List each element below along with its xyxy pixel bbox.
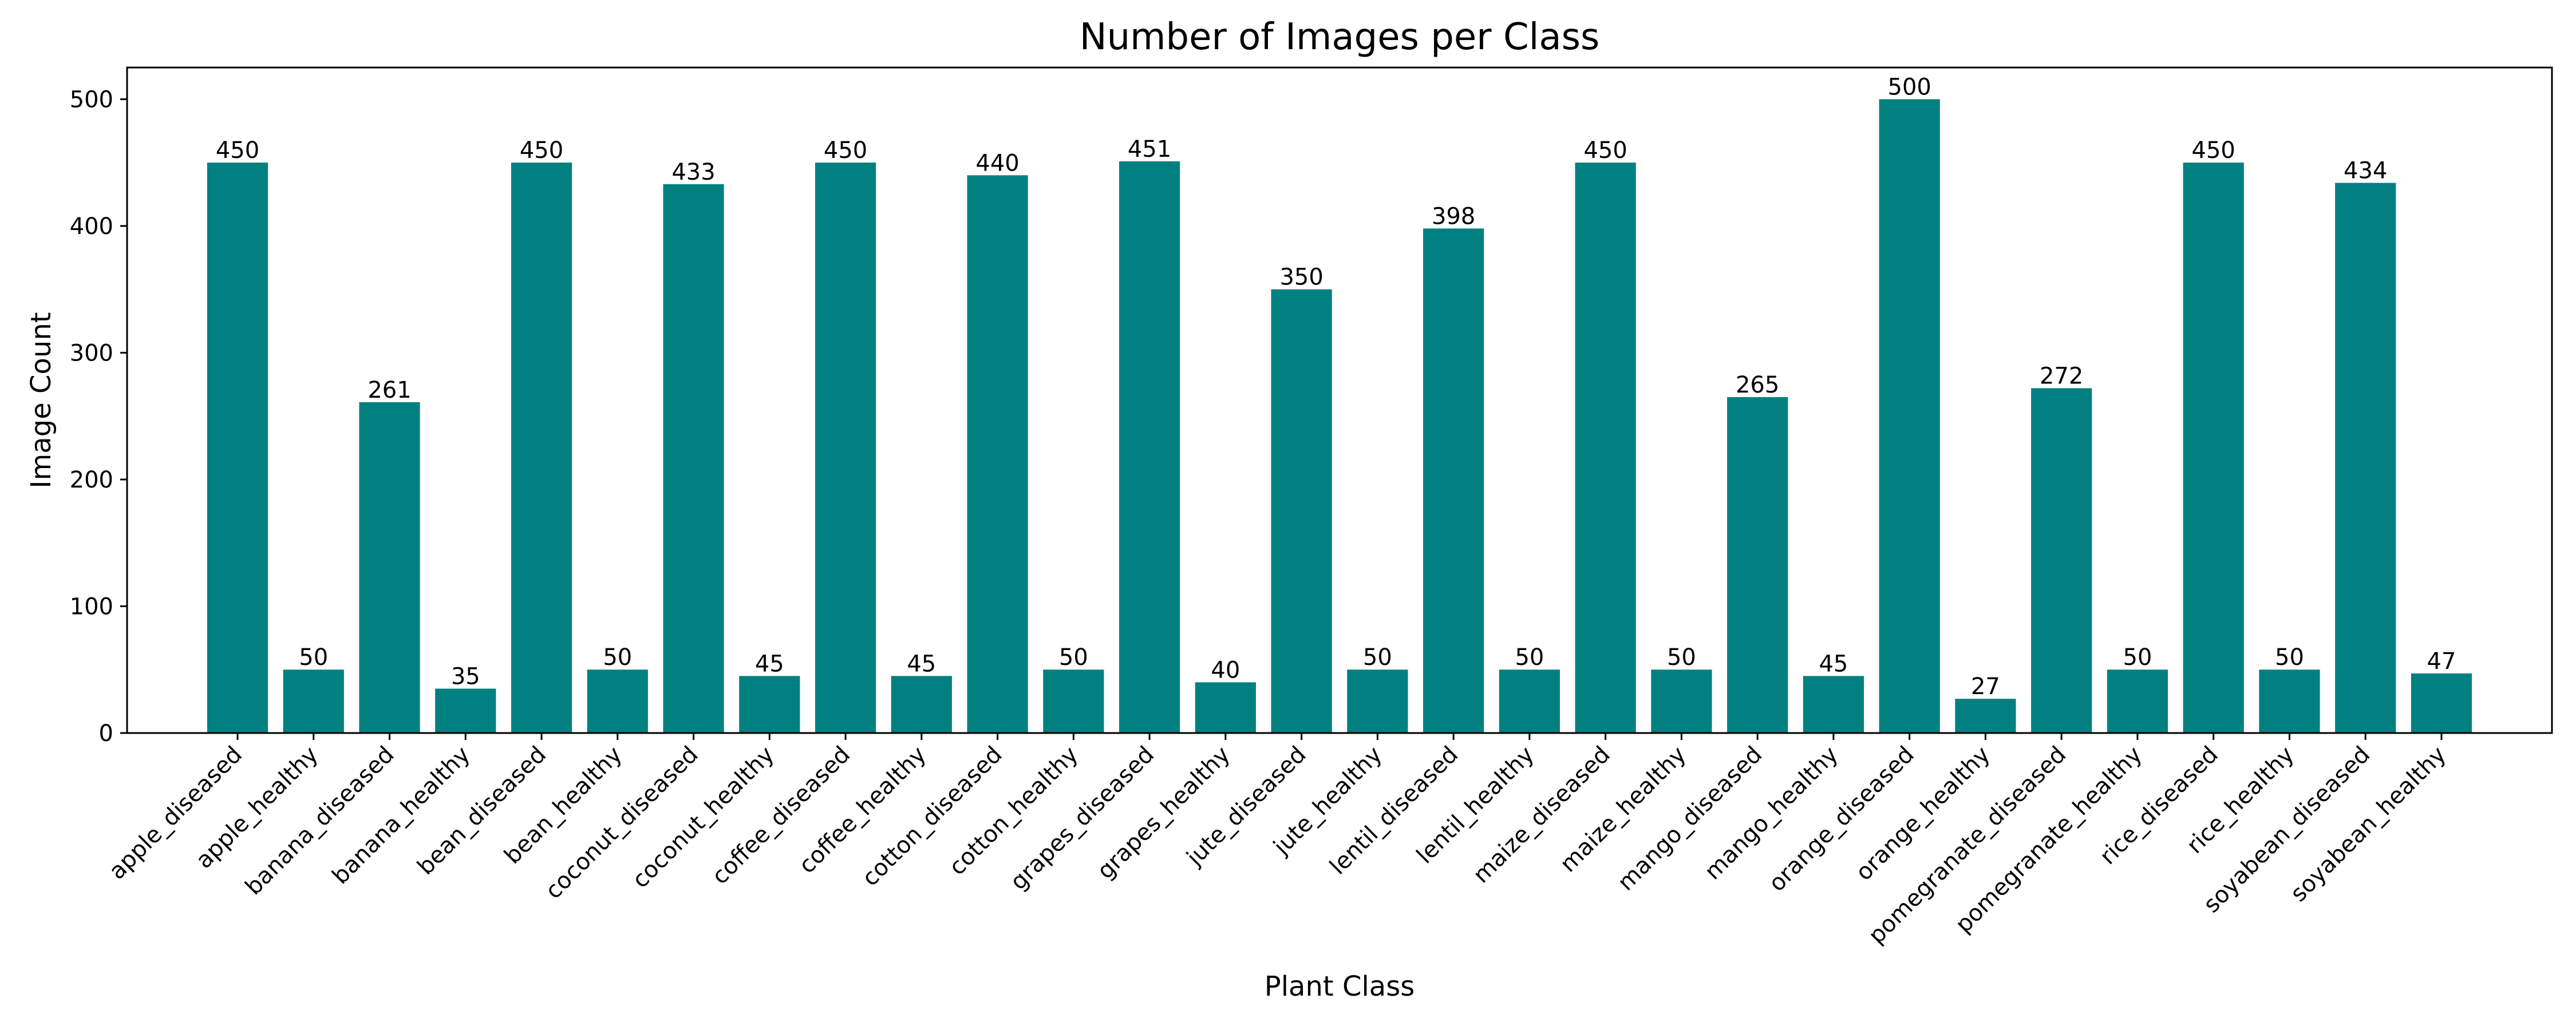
x-tick-label-apple_diseased: apple_diseased <box>104 742 248 885</box>
data-label-banana_diseased: 261 <box>368 377 411 403</box>
y-tick-label-200: 200 <box>70 467 113 493</box>
bar-mango_diseased <box>1727 397 1788 733</box>
x-tick-label-banana_diseased: banana_diseased <box>240 742 400 901</box>
x-tick-label-maize_diseased: maize_diseased <box>1468 742 1615 889</box>
data-label-rice_healthy: 50 <box>2275 644 2304 671</box>
bar-rice_healthy <box>2259 670 2320 733</box>
bar-apple_diseased <box>207 163 268 734</box>
data-label-coconut_diseased: 433 <box>671 159 715 185</box>
bar-lentil_diseased <box>1423 228 1484 734</box>
x-tick-label-grapes_diseased: grapes_diseased <box>1005 742 1159 896</box>
y-tick-label-300: 300 <box>70 340 113 366</box>
bar-banana_healthy <box>435 688 496 733</box>
y-tick-label-500: 500 <box>70 86 113 113</box>
x-tick-label-bean_diseased: bean_diseased <box>412 742 551 881</box>
bar-rice_diseased <box>2183 163 2244 734</box>
bar-grapes_diseased <box>1119 161 1180 733</box>
bar-banana_diseased <box>359 402 420 733</box>
chart-title: Number of Images per Class <box>1080 16 1600 58</box>
x-tick-label-grapes_healthy: grapes_healthy <box>1092 742 1235 885</box>
data-label-soyabean_healthy: 47 <box>2427 648 2456 675</box>
x-tick-label-coffee_diseased: coffee_diseased <box>707 742 855 890</box>
bar-maize_diseased <box>1575 163 1636 734</box>
data-label-mango_diseased: 265 <box>1736 372 1779 398</box>
bars-group <box>207 99 2472 734</box>
bar-coffee_healthy <box>891 676 952 733</box>
data-label-bean_diseased: 450 <box>520 137 563 164</box>
bar-cotton_healthy <box>1043 670 1104 733</box>
data-label-orange_diseased: 500 <box>1888 74 1931 100</box>
data-label-pomegranate_diseased: 272 <box>2040 363 2083 389</box>
y-tick-label-400: 400 <box>70 213 113 240</box>
x-tick-label-mango_diseased: mango_diseased <box>1613 742 1767 896</box>
x-tick-label-cotton_diseased: cotton_diseased <box>857 742 1007 892</box>
y-tick-label-100: 100 <box>70 593 113 620</box>
data-label-grapes_healthy: 40 <box>1211 657 1240 683</box>
data-label-pomegranate_healthy: 50 <box>2123 644 2152 671</box>
bar-pomegranate_diseased <box>2031 388 2092 733</box>
bar-soyabean_healthy <box>2411 673 2472 733</box>
data-label-coffee_healthy: 45 <box>907 651 936 677</box>
plot-area-frame <box>126 66 2553 734</box>
data-label-bean_healthy: 50 <box>603 644 632 671</box>
x-axis-label: Plant Class <box>1265 970 1415 1003</box>
bar-orange_diseased <box>1879 99 1940 733</box>
data-label-apple_diseased: 450 <box>216 137 259 164</box>
bar-maize_healthy <box>1651 670 1712 733</box>
bar-bean_healthy <box>587 670 648 733</box>
data-label-cotton_diseased: 440 <box>975 150 1019 176</box>
data-label-lentil_diseased: 398 <box>1432 203 1475 229</box>
x-tick-label-coconut_healthy: coconut_healthy <box>627 742 780 894</box>
bar-lentil_healthy <box>1499 670 1560 733</box>
x-tick-label-lentil_diseased: lentil_diseased <box>1325 742 1463 880</box>
x-tick-label-mango_healthy: mango_healthy <box>1700 742 1843 885</box>
bar-bean_diseased <box>511 163 572 734</box>
data-label-maize_healthy: 50 <box>1667 644 1696 671</box>
data-label-orange_healthy: 27 <box>1971 674 2000 700</box>
bar-grapes_healthy <box>1195 682 1256 733</box>
data-label-banana_healthy: 35 <box>451 663 480 690</box>
bar-pomegranate_healthy <box>2107 670 2168 733</box>
bar-orange_healthy <box>1955 699 2016 733</box>
bar-mango_healthy <box>1803 676 1864 733</box>
data-label-jute_diseased: 350 <box>1279 264 1323 291</box>
data-label-rice_diseased: 450 <box>2192 137 2235 164</box>
data-label-cotton_healthy: 50 <box>1059 644 1088 671</box>
y-ticks-group: 0 100 200 300 400 500 <box>70 86 127 747</box>
x-tick-label-orange_diseased: orange_diseased <box>1764 742 1919 897</box>
bar-coconut_diseased <box>663 184 724 734</box>
data-label-soyabean_diseased: 434 <box>2344 158 2387 184</box>
data-labels-group: 450 50 261 35 450 50 433 45 450 45 440 50 451 40 350 50… <box>216 74 2456 700</box>
data-label-maize_diseased: 450 <box>1583 137 1627 164</box>
x-tick-label-coffee_healthy: coffee_healthy <box>794 742 931 879</box>
bar-coconut_healthy <box>739 676 800 733</box>
data-label-lentil_healthy: 50 <box>1515 644 1544 671</box>
data-label-grapes_diseased: 451 <box>1128 136 1171 163</box>
x-ticks-group: apple_diseasedapple_healthybanana_diseas… <box>104 733 2451 949</box>
data-label-mango_healthy: 45 <box>1819 651 1848 677</box>
bar-apple_healthy <box>283 670 344 733</box>
bar-soyabean_diseased <box>2335 183 2396 733</box>
data-label-jute_healthy: 50 <box>1363 644 1392 671</box>
y-axis-label: Image Count <box>25 312 57 488</box>
x-tick-label-cotton_healthy: cotton_healthy <box>944 742 1083 881</box>
bar-cotton_diseased <box>967 175 1028 733</box>
y-tick-label-0: 0 <box>99 720 113 747</box>
bar-jute_diseased <box>1271 289 1332 734</box>
data-label-coconut_healthy: 45 <box>755 651 784 677</box>
x-tick-label-banana_healthy: banana_healthy <box>327 742 476 890</box>
bar-jute_healthy <box>1347 670 1408 733</box>
data-label-coffee_diseased: 450 <box>824 137 867 164</box>
bar-coffee_diseased <box>815 163 876 734</box>
x-tick-label-orange_healthy: orange_healthy <box>1851 742 1995 886</box>
data-label-apple_healthy: 50 <box>299 644 328 671</box>
